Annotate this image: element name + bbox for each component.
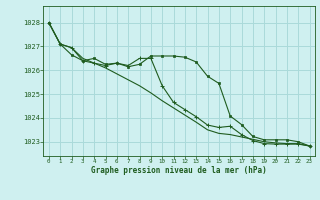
X-axis label: Graphe pression niveau de la mer (hPa): Graphe pression niveau de la mer (hPa) [91, 166, 267, 175]
